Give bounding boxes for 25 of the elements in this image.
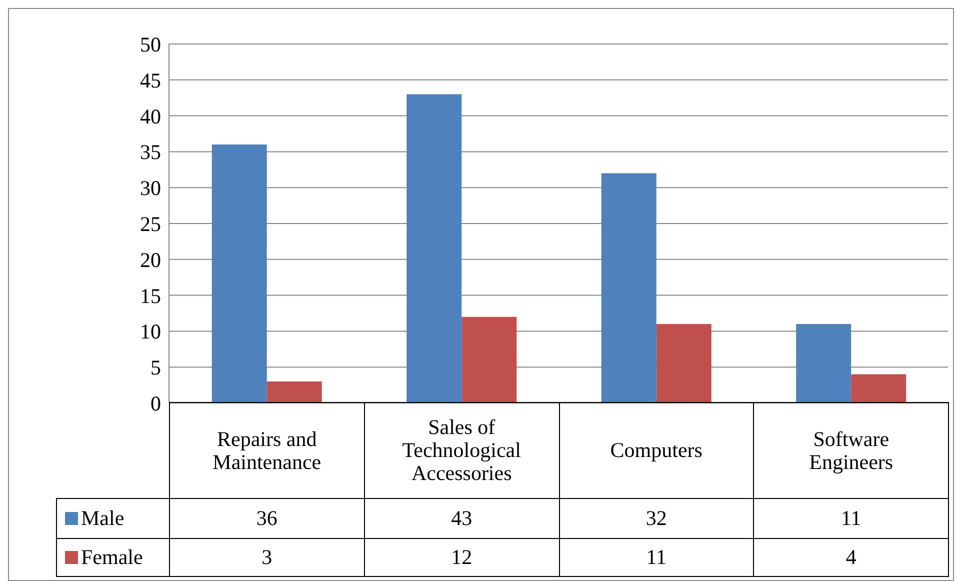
x-tick-label: Computers [559, 402, 754, 498]
x-tick-label: Sales of Technological Accessories [364, 402, 559, 498]
x-tick-label: Repairs and Maintenance [170, 402, 364, 498]
y-tick-label: 30 [140, 176, 161, 200]
x-tick-label: Software Engineers [754, 402, 948, 498]
data-label: 4 [754, 538, 948, 576]
y-tick-label: 0 [150, 391, 161, 416]
legend-label: Male [56, 498, 170, 538]
data-label: 11 [559, 538, 754, 576]
y-tick-label: 15 [140, 284, 161, 308]
y-tick-label: 40 [140, 104, 161, 128]
y-tick-label: 35 [140, 140, 161, 164]
y-tick-label: 25 [140, 212, 161, 236]
data-label: 11 [754, 498, 948, 538]
y-tick-label: 5 [150, 356, 161, 380]
data-label: 43 [364, 498, 559, 538]
data-label: 36 [170, 498, 364, 538]
data-label: 32 [559, 498, 754, 538]
y-tick-label: 10 [140, 320, 161, 344]
legend-label: Female [56, 538, 170, 576]
y-tick-label: 20 [140, 248, 161, 272]
data-label: 3 [170, 538, 364, 576]
y-tick-label: 45 [140, 68, 161, 92]
y-tick-label: 50 [140, 32, 161, 56]
data-label: 12 [364, 538, 559, 576]
